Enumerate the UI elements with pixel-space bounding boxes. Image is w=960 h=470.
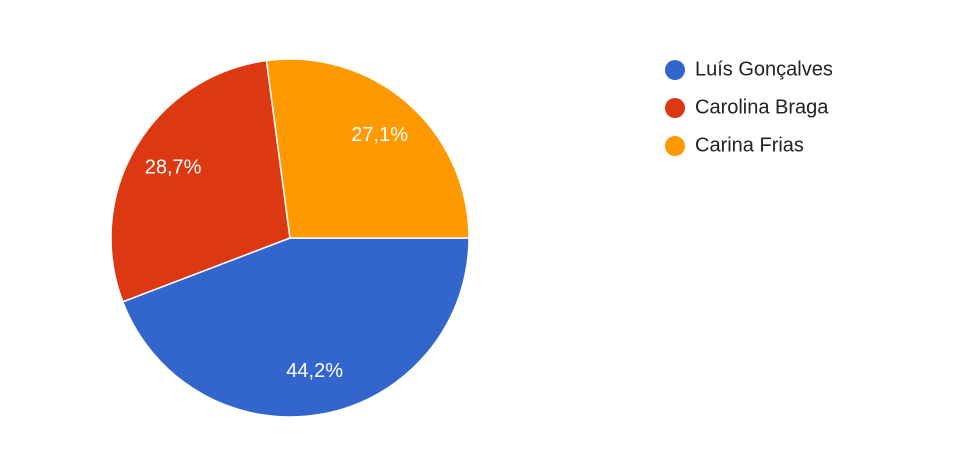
legend-label: Carina Frias [695, 134, 804, 156]
legend-label: Luís Gonçalves [695, 58, 833, 80]
legend-swatch [665, 136, 685, 156]
legend-swatch [665, 60, 685, 80]
pie-slice [110, 59, 291, 303]
slice-label: 44,2% [286, 360, 343, 382]
pie-slice [121, 237, 470, 418]
slice-label: 28,7% [145, 157, 202, 179]
slice-label: 27,1% [351, 124, 408, 146]
legend-swatch [665, 98, 685, 118]
pie-slice [265, 58, 470, 239]
legend-label: Carolina Braga [695, 96, 829, 118]
